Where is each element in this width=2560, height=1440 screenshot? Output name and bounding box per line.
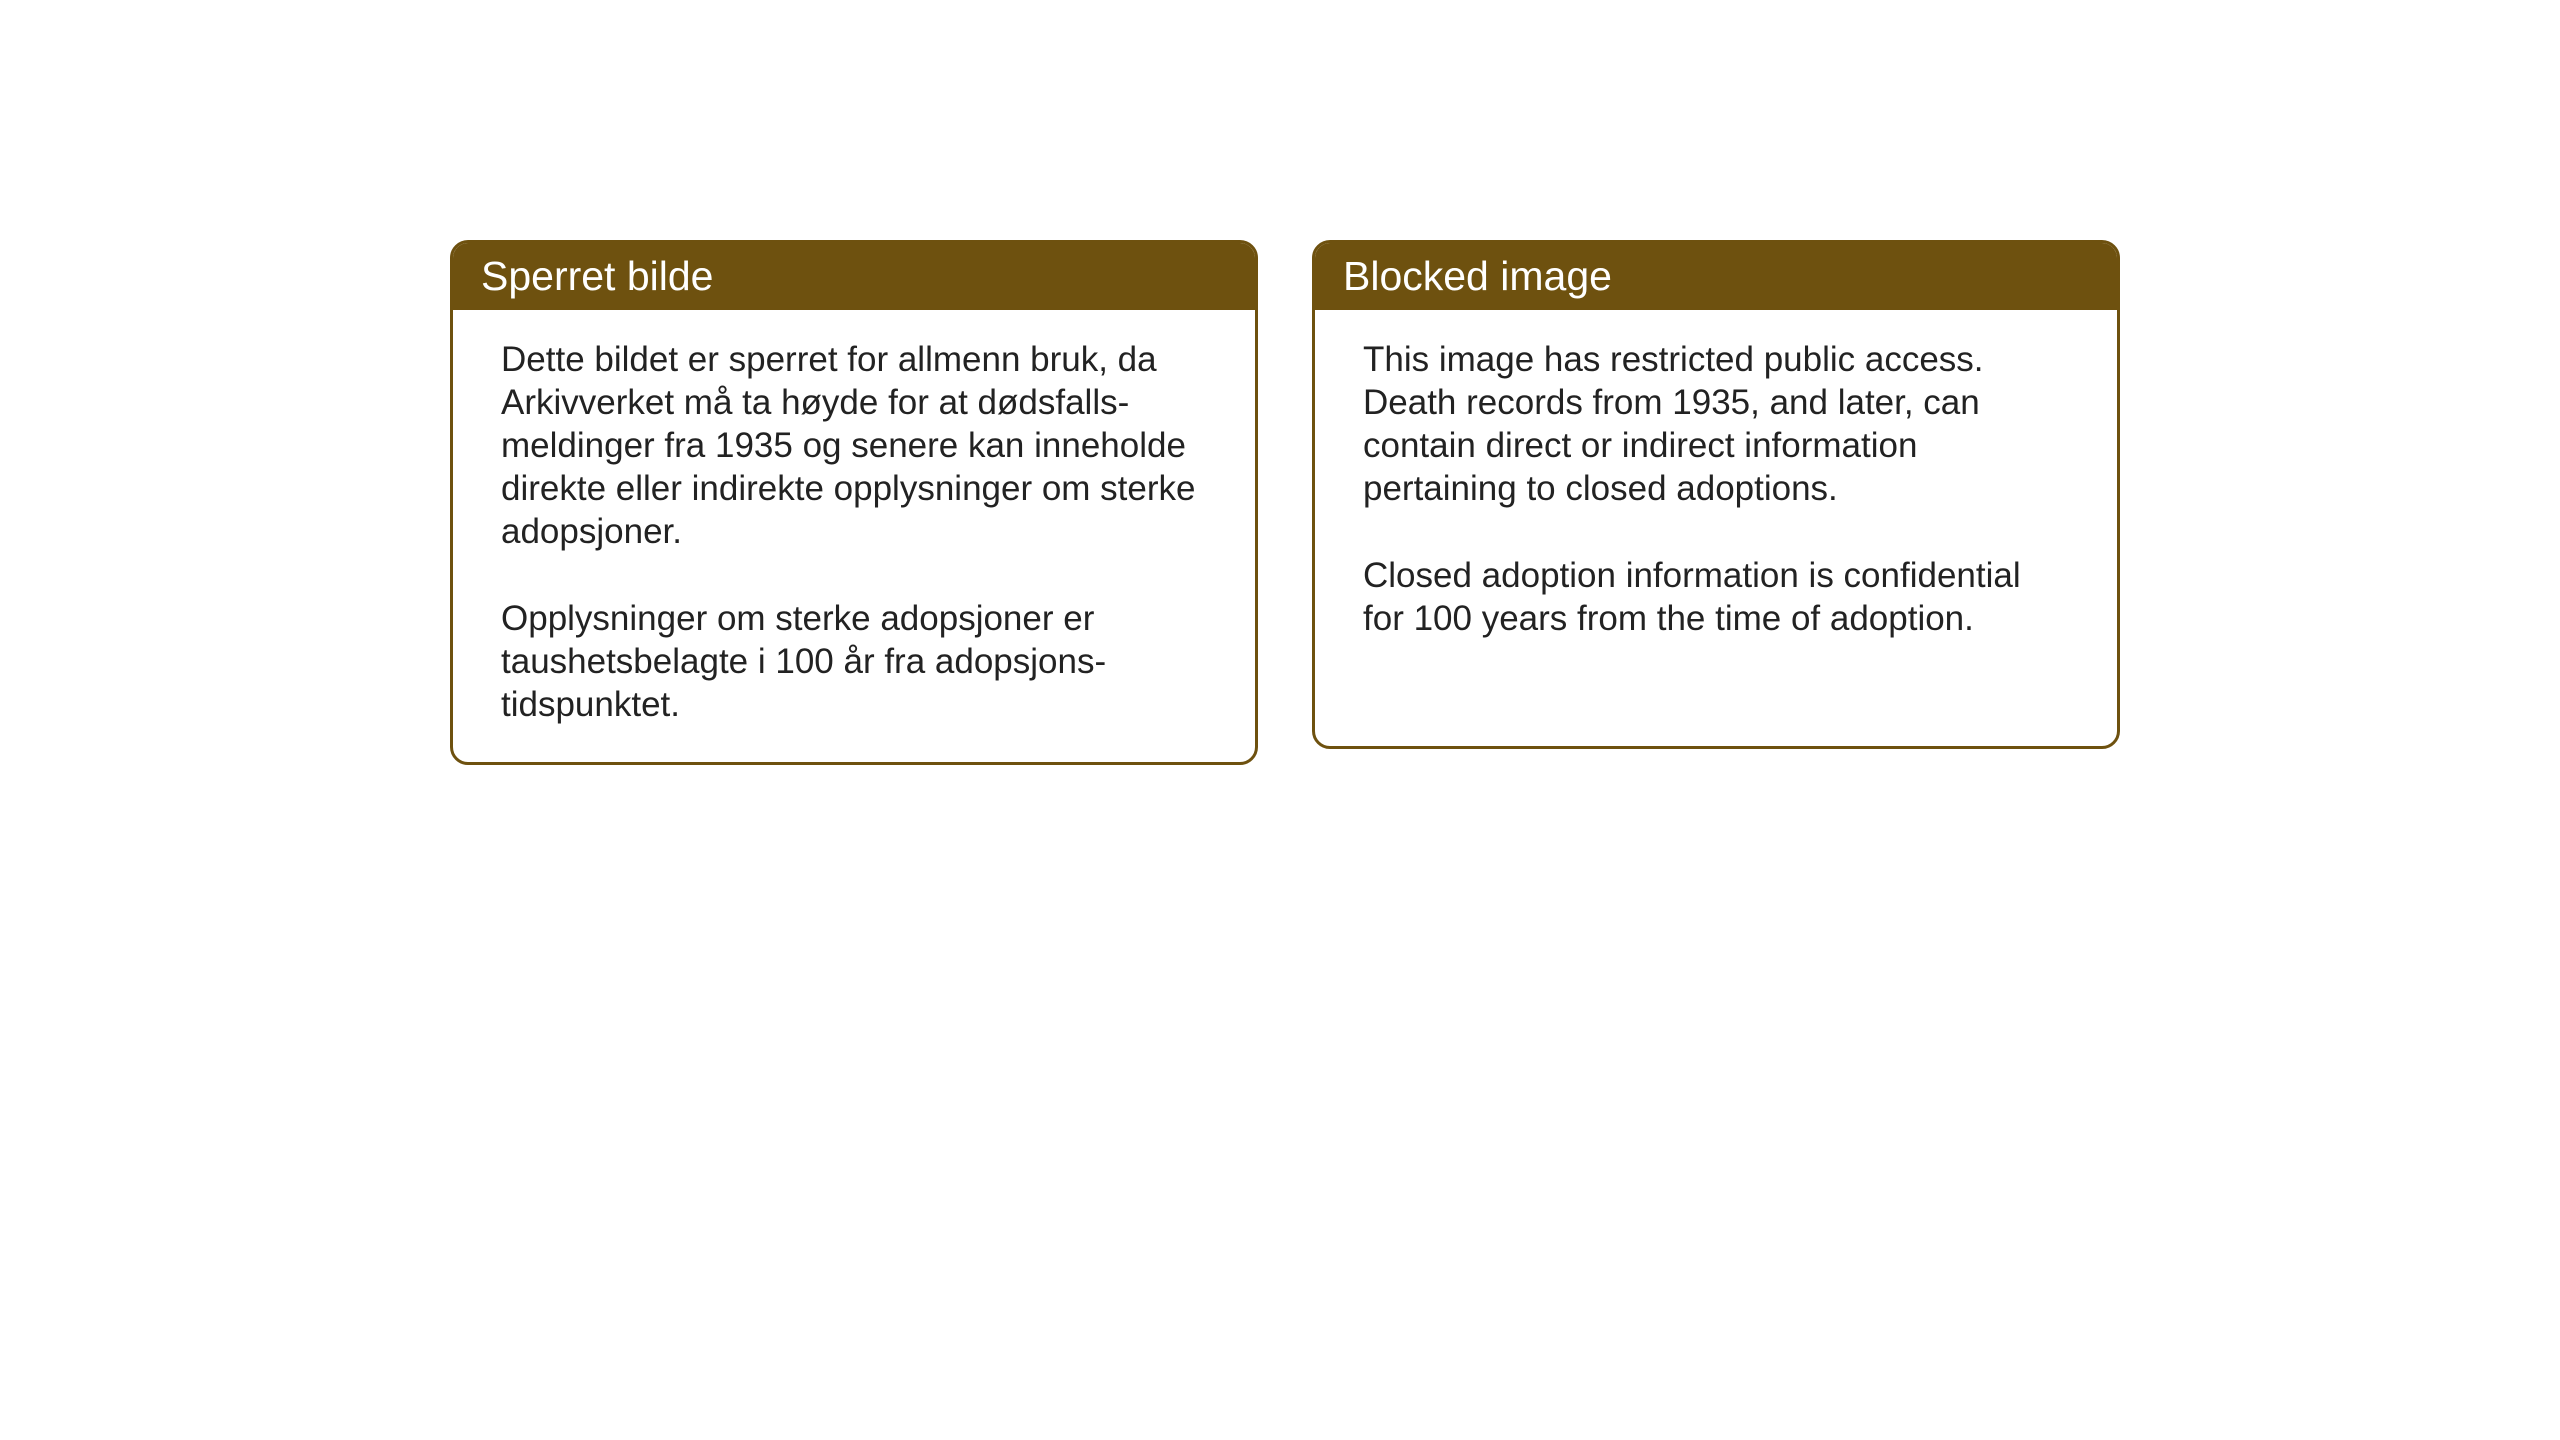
card-title-norwegian: Sperret bilde [481,253,713,299]
card-body-english: This image has restricted public access.… [1315,310,2117,676]
card-title-english: Blocked image [1343,253,1612,299]
notice-card-english: Blocked image This image has restricted … [1312,240,2120,749]
notice-card-norwegian: Sperret bilde Dette bildet er sperret fo… [450,240,1258,765]
card-body-norwegian: Dette bildet er sperret for allmenn bruk… [453,310,1255,762]
card-header-norwegian: Sperret bilde [453,243,1255,310]
card-paragraph-norwegian-1: Dette bildet er sperret for allmenn bruk… [501,338,1207,553]
card-header-english: Blocked image [1315,243,2117,310]
card-paragraph-english-2: Closed adoption information is confident… [1363,554,2069,640]
card-paragraph-english-1: This image has restricted public access.… [1363,338,2069,510]
card-paragraph-norwegian-2: Opplysninger om sterke adopsjoner er tau… [501,597,1207,726]
notice-container: Sperret bilde Dette bildet er sperret fo… [450,240,2120,765]
